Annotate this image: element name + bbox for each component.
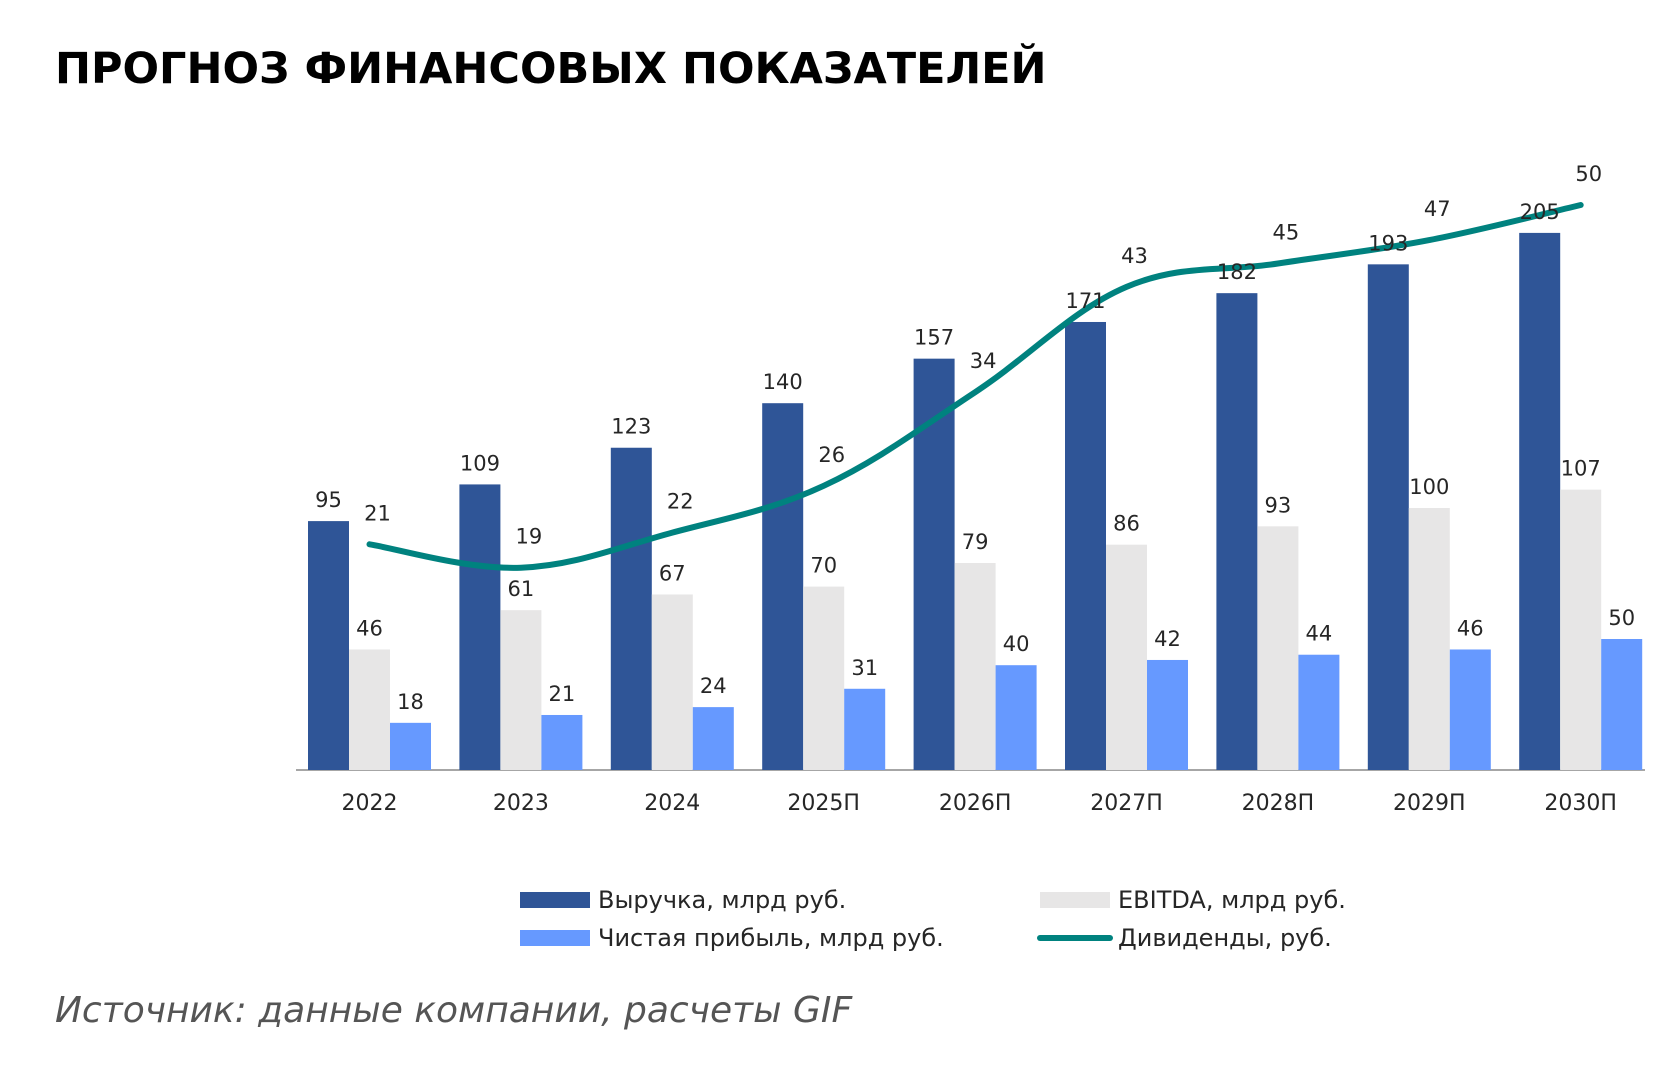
- bars-layer: [308, 232, 1643, 770]
- ebitda-bar: [954, 563, 996, 770]
- net-profit-bar: [1147, 659, 1188, 770]
- revenue-bar: [1367, 264, 1409, 770]
- legend: Выручка, млрд руб. EBITDA, млрд руб. Чиста…: [520, 886, 1346, 952]
- x-tick-label: 2022: [342, 791, 398, 816]
- revenue-bar: [1216, 293, 1258, 770]
- x-tick-labels: 2022 2023 2024 2025П 2026П 2027П 2028П 2029П 203…: [342, 791, 1617, 816]
- net-profit-value-label: 44: [1306, 622, 1333, 646]
- legend-label: Выручка, млрд руб.: [598, 886, 846, 914]
- revenue-value-label: 171: [1065, 289, 1105, 313]
- net-profit-value-label: 18: [397, 690, 424, 714]
- x-tick-label: 2028П: [1242, 791, 1315, 816]
- legend-label: Дивиденды, руб.: [1118, 924, 1332, 952]
- ebitda-bar: [1257, 526, 1299, 770]
- revenue-bar: [762, 403, 804, 770]
- revenue-value-label: 95: [315, 488, 342, 512]
- x-tick-label: 2029П: [1393, 791, 1466, 816]
- legend-item-revenue: Выручка, млрд руб.: [520, 886, 846, 914]
- ebitda-bar: [1106, 544, 1147, 770]
- revenue-value-label: 157: [914, 326, 954, 350]
- net-profit-bar: [844, 688, 886, 770]
- dividends-value-label: 43: [1121, 244, 1148, 268]
- dividends-line-layer: [366, 202, 1584, 571]
- revenue-bar: [610, 447, 652, 770]
- x-tick-label: 2026П: [939, 791, 1012, 816]
- revenue-value-label: 193: [1368, 231, 1408, 255]
- revenue-bar: [1065, 321, 1106, 770]
- net-profit-value-label: 24: [700, 674, 727, 698]
- net-profit-value-label: 42: [1154, 627, 1181, 651]
- dividends-value-label: 47: [1424, 197, 1451, 221]
- ebitda-value-label: 86: [1113, 512, 1140, 536]
- dividends-value-label: 22: [667, 490, 694, 514]
- ebitda-value-label: 70: [810, 554, 837, 578]
- revenue-bar: [1519, 232, 1561, 770]
- legend-item-dividends: Дивиденды, руб.: [1037, 924, 1332, 952]
- net-profit-value-label: 46: [1457, 616, 1484, 640]
- ebitda-value-label: 67: [659, 561, 686, 585]
- revenue-value-label: 182: [1217, 260, 1257, 284]
- legend-swatch: [1040, 892, 1110, 908]
- data-labels-layer: 95 46 18 109 61 21 123 67 24 140 70 31 157 79 40 171 86 4…: [315, 162, 1635, 714]
- net-profit-bar: [995, 665, 1037, 770]
- ebitda-value-label: 107: [1561, 457, 1601, 481]
- dividends-value-label: 45: [1273, 221, 1300, 245]
- dividends-value-label: 21: [364, 501, 391, 525]
- x-tick-label: 2024: [644, 791, 700, 816]
- revenue-value-label: 140: [763, 370, 803, 394]
- net-profit-bar: [692, 707, 734, 770]
- legend-swatch: [520, 892, 590, 908]
- net-profit-value-label: 21: [549, 682, 576, 706]
- legend-item-net-profit: Чистая прибыль, млрд руб.: [520, 924, 944, 952]
- legend-swatch: [520, 930, 590, 946]
- revenue-value-label: 205: [1520, 200, 1560, 224]
- net-profit-bar: [390, 722, 431, 770]
- page-title: ПРОГНОЗ ФИНАНСОВЫХ ПОКАЗАТЕЛЕЙ: [55, 44, 1047, 94]
- legend-label: EBITDA, млрд руб.: [1118, 886, 1346, 914]
- x-tick-label: 2030П: [1544, 791, 1617, 816]
- revenue-value-label: 109: [460, 451, 500, 475]
- x-tick-label: 2023: [493, 791, 549, 816]
- net-profit-value-label: 31: [851, 656, 878, 680]
- ebitda-bar: [349, 649, 390, 770]
- dividends-value-label: 26: [818, 443, 845, 467]
- ebitda-value-label: 93: [1265, 493, 1292, 517]
- net-profit-bar: [1449, 649, 1491, 770]
- ebitda-bar: [1408, 508, 1450, 770]
- x-tick-label: 2025П: [787, 791, 860, 816]
- net-profit-bar: [1601, 639, 1643, 770]
- ebitda-bar: [500, 610, 542, 770]
- ebitda-bar: [803, 586, 845, 770]
- revenue-bar: [459, 484, 501, 770]
- dividends-value-label: 50: [1575, 162, 1602, 186]
- ebitda-value-label: 61: [508, 577, 535, 601]
- ebitda-value-label: 46: [356, 616, 383, 640]
- ebitda-value-label: 79: [962, 530, 989, 554]
- net-profit-value-label: 50: [1608, 606, 1635, 630]
- dividends-value-label: 19: [516, 525, 543, 549]
- net-profit-bar: [1298, 654, 1340, 770]
- ebitda-bar: [1560, 489, 1602, 770]
- dividends-value-label: 34: [970, 349, 997, 373]
- net-profit-bar: [541, 714, 583, 770]
- legend-item-ebitda: EBITDA, млрд руб.: [1040, 886, 1346, 914]
- legend-label: Чистая прибыль, млрд руб.: [598, 924, 944, 952]
- source-note: Источник: данные компании, расчеты GIF: [55, 990, 853, 1031]
- net-profit-value-label: 40: [1003, 632, 1030, 656]
- ebitda-value-label: 100: [1409, 475, 1449, 499]
- x-tick-label: 2027П: [1090, 791, 1163, 816]
- ebitda-bar: [651, 594, 693, 770]
- revenue-bar: [308, 521, 349, 770]
- revenue-value-label: 123: [611, 415, 651, 439]
